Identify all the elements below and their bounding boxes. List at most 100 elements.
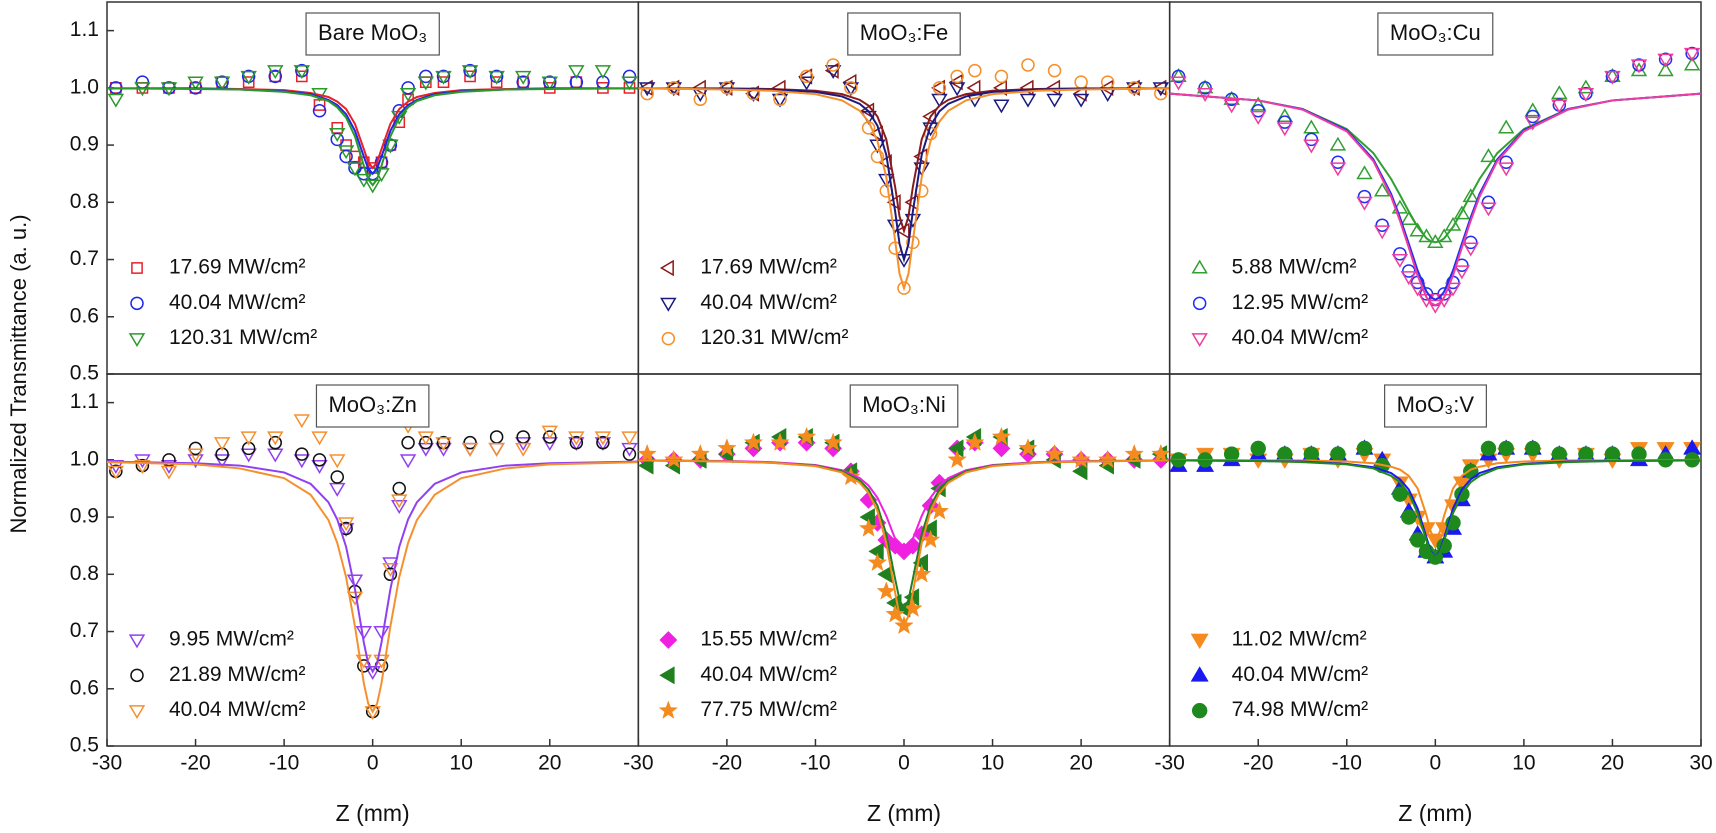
marker <box>295 70 308 83</box>
marker <box>1391 253 1409 268</box>
marker <box>1046 93 1063 108</box>
marker <box>991 426 1012 446</box>
marker <box>1524 102 1541 117</box>
fit-line <box>1169 92 1702 307</box>
y-tick-label: 0.5 <box>70 362 99 385</box>
marker <box>1330 446 1346 462</box>
marker <box>868 542 884 561</box>
marker <box>596 75 610 89</box>
marker <box>461 65 479 80</box>
marker <box>1435 228 1453 243</box>
legend-label: 40.04 MW/cm² <box>700 663 837 686</box>
marker <box>1604 446 1621 462</box>
marker <box>1071 462 1088 481</box>
marker <box>1196 87 1214 102</box>
marker <box>1409 532 1426 548</box>
fit-line <box>106 461 639 714</box>
legend-label: 9.95 MW/cm² <box>169 628 294 651</box>
marker <box>135 75 150 89</box>
marker <box>950 69 964 84</box>
marker <box>213 76 231 91</box>
x-tick-label: -10 <box>800 752 830 775</box>
marker <box>329 128 346 143</box>
marker <box>1277 446 1293 462</box>
marker <box>994 69 1009 84</box>
marker <box>1444 282 1462 297</box>
legend-label: 17.69 MW/cm² <box>169 256 306 279</box>
fit-line <box>638 87 1170 235</box>
marker <box>861 121 876 135</box>
marker <box>621 76 638 91</box>
marker <box>594 437 612 452</box>
x-tick-label: -10 <box>1332 752 1362 775</box>
legend-label: 40.04 MW/cm² <box>169 291 306 314</box>
x-tick-label: -30 <box>623 752 653 775</box>
fit-line <box>638 459 1170 629</box>
marker <box>1356 440 1373 457</box>
marker <box>1392 486 1408 502</box>
marker <box>1303 119 1320 134</box>
marker <box>1250 110 1267 125</box>
legend-marker <box>661 331 676 346</box>
legend-label: 12.95 MW/cm² <box>1232 291 1369 314</box>
marker <box>417 76 435 91</box>
marker <box>417 431 435 446</box>
y-tick-label: 0.8 <box>70 562 99 585</box>
marker <box>1223 99 1240 114</box>
marker <box>1604 68 1621 82</box>
marker <box>187 448 204 463</box>
legend-marker <box>1192 296 1207 311</box>
marker <box>461 442 479 457</box>
marker <box>337 517 355 532</box>
marker <box>240 431 257 446</box>
legend-marker <box>659 666 675 685</box>
legend-label: 40.04 MW/cm² <box>1232 326 1369 349</box>
marker <box>1021 58 1035 72</box>
panel-title: MoO₃:V <box>1397 392 1475 417</box>
marker <box>392 481 406 496</box>
marker <box>886 536 905 555</box>
marker <box>1418 228 1435 243</box>
marker <box>391 494 408 509</box>
marker <box>1498 440 1514 457</box>
x-tick-label: 0 <box>898 752 910 775</box>
marker <box>134 459 151 474</box>
marker <box>463 435 477 450</box>
legend-label: 15.55 MW/cm² <box>700 628 837 651</box>
marker <box>858 518 879 537</box>
title-box <box>305 12 440 56</box>
marker <box>295 447 309 461</box>
marker <box>107 465 125 480</box>
marker <box>1497 119 1515 134</box>
panel-frame <box>106 373 640 747</box>
marker <box>401 81 415 95</box>
fit-line <box>1169 92 1702 301</box>
x-tick-label: 10 <box>981 752 1004 775</box>
marker <box>1657 53 1674 68</box>
fit-line <box>638 459 1170 553</box>
marker <box>1444 216 1462 231</box>
x-tick-label: 0 <box>367 752 379 775</box>
marker <box>693 92 708 107</box>
marker <box>330 470 344 484</box>
marker <box>1683 47 1701 62</box>
legend-label: 120.31 MW/cm² <box>700 326 848 349</box>
panel-title: MoO₃:Fe <box>860 20 948 45</box>
marker <box>637 443 657 463</box>
marker <box>1437 287 1451 301</box>
title-box <box>1377 12 1494 56</box>
marker <box>391 500 408 515</box>
y-tick-label: 0.8 <box>70 190 99 213</box>
marker <box>885 604 905 623</box>
x-tick-label: -30 <box>92 752 122 775</box>
marker <box>743 432 764 451</box>
marker <box>1577 79 1595 94</box>
panel-title: MoO₃:Zn <box>328 392 416 417</box>
legend-label: 5.88 MW/cm² <box>1232 256 1357 279</box>
marker <box>488 70 505 85</box>
x-tick-label: -30 <box>1154 752 1184 775</box>
marker <box>435 442 452 457</box>
marker <box>1071 449 1091 469</box>
marker <box>213 454 231 469</box>
